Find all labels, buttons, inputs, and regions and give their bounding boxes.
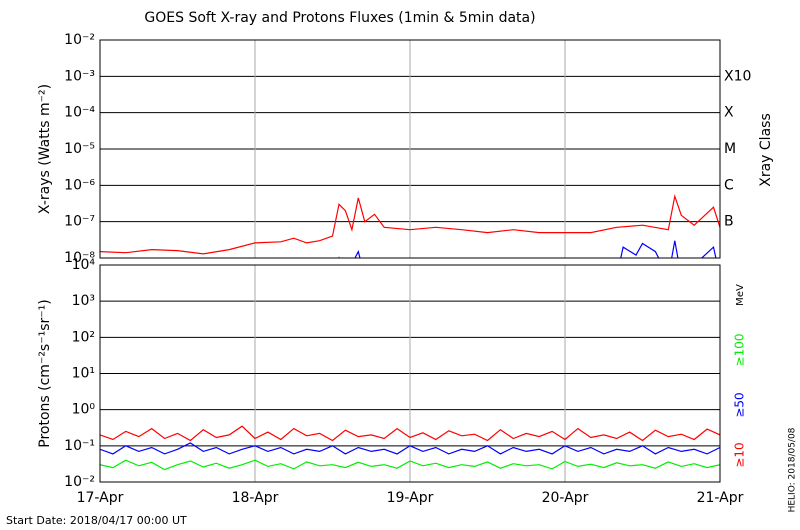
class-label: X: [724, 105, 734, 121]
legend-entry: ≥50: [733, 392, 747, 417]
data-line: [100, 459, 720, 471]
data-line: [338, 240, 717, 258]
y-axis-label: Protons (cm⁻²s⁻¹sr⁻¹): [37, 299, 53, 448]
class-label: B: [724, 214, 734, 230]
right-axis-label: Xray Class: [758, 113, 774, 187]
y-tick-label: 10⁻⁶: [64, 177, 95, 193]
class-label: X10: [724, 68, 751, 84]
class-label: C: [724, 177, 734, 193]
x-tick-label: 19-Apr: [387, 490, 434, 506]
y-tick-label: 10¹: [72, 366, 95, 382]
y-tick-label: 10⁻⁷: [64, 214, 95, 230]
x-tick-label: 20-Apr: [542, 490, 589, 506]
data-line: [100, 425, 720, 442]
legend-title: MeV: [735, 284, 746, 306]
y-tick-label: 10⁻²: [64, 474, 95, 490]
y-tick-label: 10³: [72, 293, 95, 309]
x-tick-label: 17-Apr: [77, 490, 124, 506]
y-axis-label: X-rays (Watts m⁻²): [37, 84, 53, 214]
y-tick-label: 10⁻²: [64, 32, 95, 48]
y-tick-label: 10⁻⁴: [64, 105, 95, 121]
start-date: Start Date: 2018/04/17 00:00 UT: [6, 514, 187, 527]
plot-frame: [99, 264, 721, 483]
legend-entry: ≥100: [733, 334, 747, 367]
data-line: [100, 193, 720, 255]
y-tick-label: 10⁻³: [64, 68, 95, 84]
y-tick-label: 10⁻⁸: [64, 250, 95, 266]
y-tick-label: 10⁻¹: [64, 438, 95, 454]
series-group: [100, 425, 720, 471]
x-tick-label: 18-Apr: [232, 490, 279, 506]
x-tick-label: 21-Apr: [697, 490, 744, 506]
legend-entry: ≥10: [733, 442, 747, 467]
y-tick-label: 10⁰: [72, 402, 96, 418]
series-group: [100, 193, 720, 258]
class-label: M: [724, 141, 736, 157]
y-tick-label: 10²: [72, 329, 95, 345]
plot-frame: [99, 39, 721, 259]
y-tick-label: 10⁴: [72, 257, 96, 273]
chart-title: GOES Soft X-ray and Protons Fluxes (1min…: [144, 10, 535, 26]
credit: HELIO: 2018/05/08: [788, 427, 798, 512]
data-line: [100, 442, 720, 455]
y-tick-label: 10⁻⁵: [64, 141, 95, 157]
